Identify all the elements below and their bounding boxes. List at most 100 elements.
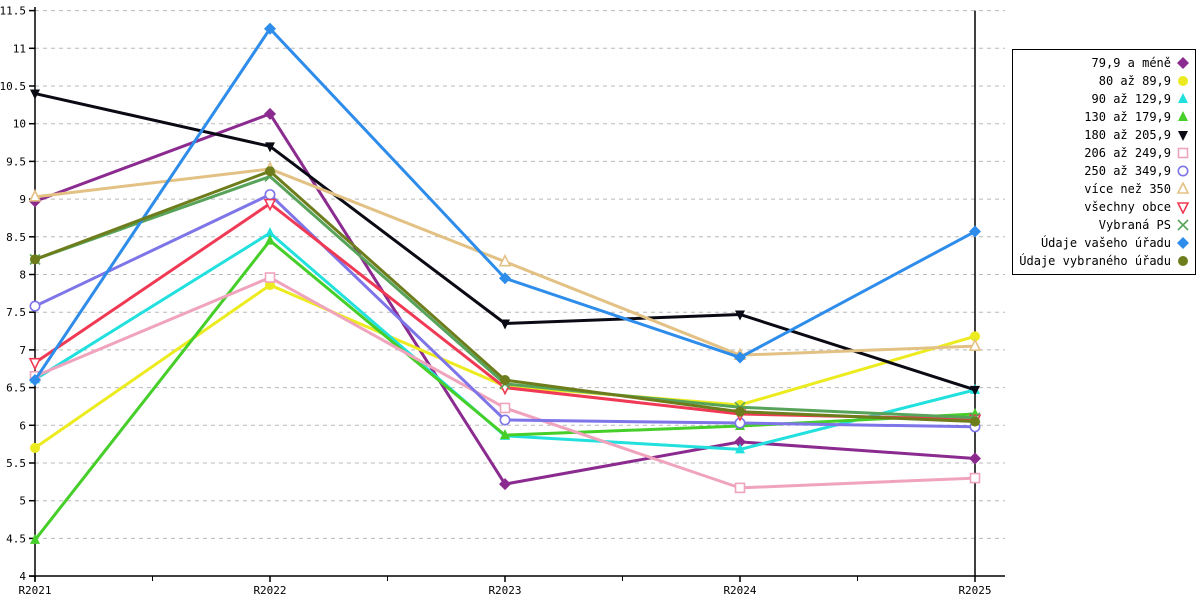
- legend-item: 79,9 a méně: [1017, 54, 1190, 72]
- series-line: [33, 92, 977, 392]
- triangle-down-open-marker-icon: [263, 198, 277, 212]
- diamond-marker-icon: [734, 351, 746, 364]
- legend-item-label: 80 až 89,9: [1098, 74, 1171, 88]
- diamond-marker-icon: [1177, 57, 1189, 69]
- triangle-down-marker-icon: [265, 142, 275, 153]
- legend-item: 80 až 89,9: [1017, 72, 1190, 90]
- triangle-up-marker-icon: [265, 227, 275, 238]
- square-open-marker-icon: [969, 472, 981, 484]
- y-tick-label: 5: [19, 495, 26, 508]
- legend-marker-icon: [1177, 219, 1189, 231]
- diamond-marker-icon: [1177, 237, 1189, 249]
- legend-marker-icon: [1176, 202, 1190, 214]
- legend-item-label: Údaje vybraného úřadu: [1019, 254, 1171, 268]
- legend-marker-icon: [1177, 165, 1189, 177]
- square-open-marker-icon: [264, 272, 276, 283]
- legend-item-label: všechny obce: [1084, 200, 1171, 214]
- diamond-marker-icon: [264, 22, 276, 35]
- triangle-down-open-marker-icon: [1176, 202, 1190, 214]
- legend-marker-icon: [1178, 93, 1188, 103]
- y-tick-label: 6.5: [6, 382, 26, 395]
- y-tick-label: 9.5: [6, 155, 26, 168]
- circle-marker-icon: [1178, 76, 1188, 86]
- x-tick-label: R2021: [18, 584, 51, 597]
- legend-item: 206 až 249,9: [1017, 144, 1190, 162]
- triangle-down-marker-icon: [735, 310, 745, 321]
- circle-open-marker-icon: [499, 414, 511, 426]
- diamond-marker-icon: [499, 478, 511, 491]
- triangle-up-open-marker-icon: [28, 189, 42, 202]
- legend-marker-icon: [1178, 131, 1188, 141]
- y-tick-label: 11: [13, 42, 26, 55]
- diamond-marker-icon: [969, 225, 981, 238]
- diamond-marker-icon: [734, 435, 746, 448]
- series-10: [29, 22, 981, 387]
- series-0: [29, 107, 981, 491]
- x-tick-label: R2023: [488, 584, 521, 597]
- triangle-up-open-marker-icon: [1176, 182, 1190, 194]
- legend-marker-icon: [1178, 111, 1188, 121]
- legend-marker-icon: [1177, 237, 1189, 249]
- circle-open-marker-icon: [1177, 165, 1189, 177]
- square-open-marker-icon: [499, 402, 511, 414]
- legend: 79,9 a méně 80 až 89,9 90 až 129,9 130 až 1…: [1012, 49, 1196, 275]
- circle-marker-icon: [265, 166, 275, 177]
- square-open-marker-icon: [1177, 147, 1189, 159]
- square-open-marker-icon: [734, 482, 746, 494]
- legend-item: Údaje vašeho úřadu: [1017, 234, 1190, 252]
- legend-item-label: 90 až 129,9: [1091, 92, 1171, 106]
- legend-marker-icon: [1178, 76, 1188, 86]
- circle-open-marker-icon: [264, 189, 276, 201]
- legend-item: více než 350: [1017, 180, 1190, 198]
- x-tick-label: R2025: [958, 584, 991, 597]
- circle-marker-icon: [735, 406, 745, 417]
- circle-marker-icon: [500, 375, 510, 386]
- triangle-up-marker-icon: [500, 429, 510, 440]
- triangle-up-marker-icon: [735, 443, 745, 454]
- diamond-marker-icon: [969, 452, 981, 465]
- triangle-down-marker-icon: [970, 385, 980, 396]
- legend-item-label: 130 až 179,9: [1084, 110, 1171, 124]
- legend-item-label: Vybraná PS: [1098, 218, 1171, 232]
- legend-item-label: 180 až 205,9: [1084, 128, 1171, 142]
- legend-item: 180 až 205,9: [1017, 126, 1190, 144]
- y-tick-label: 8: [19, 269, 26, 282]
- legend-item: 130 až 179,9: [1017, 108, 1190, 126]
- triangle-up-open-marker-icon: [498, 253, 512, 267]
- legend-item: 90 až 129,9: [1017, 90, 1190, 108]
- diamond-marker-icon: [264, 107, 276, 120]
- y-tick-label: 5.5: [6, 457, 26, 470]
- y-tick-label: 7: [19, 344, 26, 357]
- triangle-down-open-marker-icon: [28, 357, 42, 371]
- y-tick-label: 11.5: [0, 5, 26, 18]
- legend-item-label: 206 až 249,9: [1084, 146, 1171, 160]
- legend-marker-icon: [1178, 256, 1188, 266]
- series-7: [28, 161, 982, 360]
- circle-marker-icon: [30, 442, 40, 453]
- triangle-up-marker-icon: [1178, 93, 1188, 103]
- legend-item: Údaje vybraného úřadu: [1017, 252, 1190, 270]
- circle-open-marker-icon: [29, 300, 41, 312]
- x-tick-label: R2022: [253, 584, 286, 597]
- x-tick-label: R2024: [723, 584, 756, 597]
- circle-marker-icon: [970, 416, 980, 427]
- triangle-up-marker-icon: [1178, 111, 1188, 121]
- y-tick-label: 4.5: [6, 532, 26, 545]
- y-tick-label: 6: [19, 419, 26, 432]
- diamond-marker-icon: [499, 272, 511, 285]
- legend-item: všechny obce: [1017, 198, 1190, 216]
- legend-marker-icon: [1177, 57, 1189, 69]
- y-tick-label: 4: [19, 570, 26, 583]
- y-tick-label: 9: [19, 193, 26, 206]
- y-tick-label: 8.5: [6, 231, 26, 244]
- legend-item-label: Údaje vašeho úřadu: [1040, 236, 1171, 250]
- legend-item-label: 250 až 349,9: [1084, 164, 1171, 178]
- triangle-up-marker-icon: [30, 533, 40, 544]
- series-11: [30, 166, 980, 427]
- circle-marker-icon: [970, 331, 980, 342]
- y-tick-label: 10: [13, 118, 26, 131]
- legend-item: Vybraná PS: [1017, 216, 1190, 234]
- circle-marker-icon: [30, 254, 40, 265]
